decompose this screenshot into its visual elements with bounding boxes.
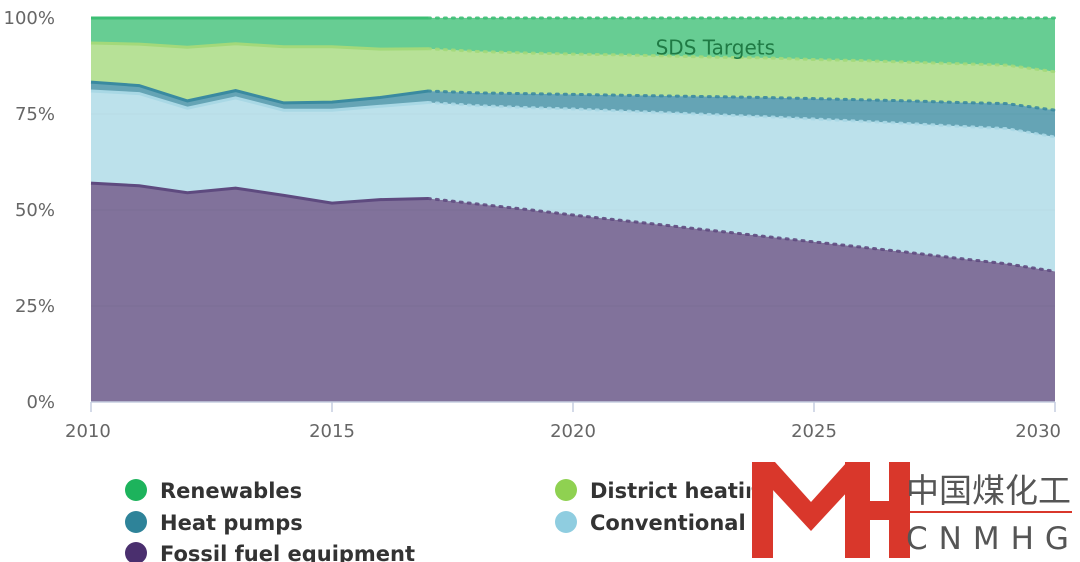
- legend-item-conventional: Conventional: [555, 511, 746, 535]
- line-projection-heat-pumps: [426, 89, 1057, 112]
- line-historical-district-heating-and-solar-thermal: [90, 41, 429, 51]
- legend-swatch-renewables: [125, 479, 147, 501]
- cnmhg-logo-mark: [752, 462, 910, 558]
- y-tick-label-75: 75%: [15, 104, 55, 125]
- y-tick-label-50: 50%: [15, 200, 55, 221]
- line-projection-district-heating-and-solar-thermal: [426, 47, 1057, 74]
- x-tick-label-2025: 2025: [791, 421, 837, 442]
- legend-label-heat-pumps: Heat pumps: [160, 511, 303, 535]
- x-tick-label-2015: 2015: [309, 421, 355, 442]
- watermark-chinese-text: 中国煤化工: [906, 471, 1071, 510]
- legend-item-district-heating: District heating: [555, 479, 775, 503]
- line-projection-conventional-electric-equipment: [426, 101, 1057, 139]
- area-conventional-electric-equipment: [91, 91, 1055, 272]
- x-tick-label-2020: 2020: [550, 421, 596, 442]
- legend-label-district-heating: District heating: [590, 479, 775, 503]
- y-tick-label-0: 0%: [26, 392, 55, 413]
- area-fossil-fuel-equipment: [91, 183, 1055, 402]
- watermark-divider: [906, 511, 1072, 513]
- legend-label-fossil-fuel-equipment: Fossil fuel equipment: [160, 542, 415, 562]
- legend-item-renewables: Renewables: [125, 479, 302, 503]
- legend-item-heat-pumps: Heat pumps: [125, 511, 303, 535]
- axis-layer: 0% 25% 50% 75% 100% 2010 2015 2020 2025 2030: [4, 8, 1061, 442]
- y-tick-label-100: 100%: [4, 8, 55, 29]
- watermark-latin-text: CNMHG: [906, 521, 1080, 557]
- y-tick-label-25: 25%: [15, 296, 55, 317]
- legend-swatch-conventional: [555, 511, 577, 533]
- annotation-sds-targets: SDS Targets: [656, 36, 775, 60]
- area-layer: [90, 16, 1057, 402]
- line-historical-heat-pumps: [90, 80, 429, 105]
- line-historical-fossil-fuel-equipment: [90, 181, 429, 205]
- legend-label-conventional: Conventional: [590, 511, 746, 535]
- line-projection-fossil-fuel-equipment: [426, 197, 1057, 273]
- legend-label-renewables: Renewables: [160, 479, 302, 503]
- line-historical-conventional-electric-equipment: [90, 89, 429, 112]
- x-tick-label-2010: 2010: [65, 421, 111, 442]
- legend-swatch-heat-pumps: [125, 511, 147, 533]
- annotation-layer: SDS Targets: [656, 36, 775, 60]
- x-tick-label-2030: 2030: [1015, 421, 1061, 442]
- legend-swatch-district-heating: [555, 479, 577, 501]
- legend-swatch-fossil-fuel-equipment: [125, 542, 147, 562]
- legend-item-fossil-fuel-equipment: Fossil fuel equipment: [125, 542, 415, 562]
- legend: Renewables District heating Heat pumps Conv…: [125, 479, 775, 562]
- watermark: 中国煤化工 CNMHG: [750, 462, 1080, 562]
